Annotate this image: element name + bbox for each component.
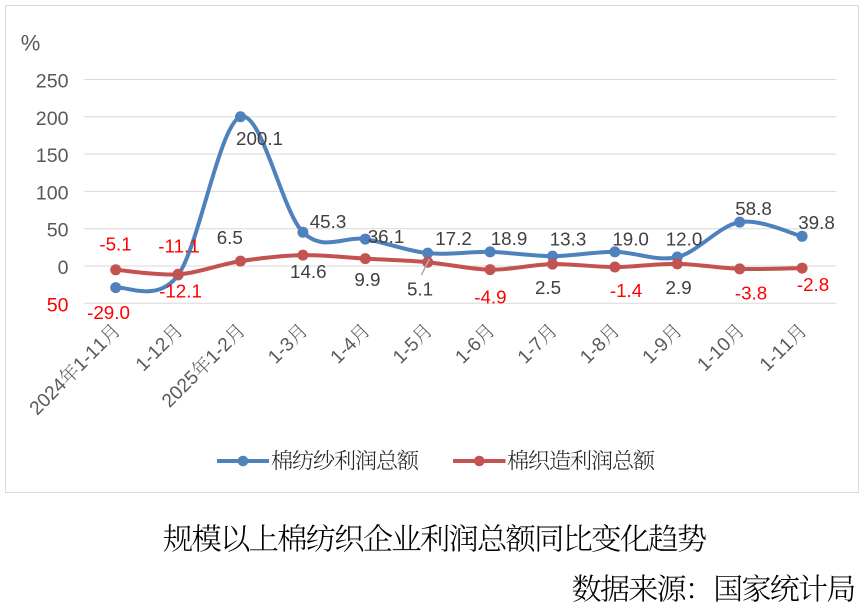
svg-text:36.1: 36.1 <box>368 226 405 247</box>
svg-text:-3.8: -3.8 <box>735 283 767 304</box>
svg-text:19.0: 19.0 <box>612 228 649 249</box>
svg-text:6.5: 6.5 <box>217 227 243 248</box>
svg-text:-5.1: -5.1 <box>99 233 131 254</box>
svg-text:14.6: 14.6 <box>290 261 327 282</box>
svg-text:2.9: 2.9 <box>666 277 692 298</box>
svg-text:-1.4: -1.4 <box>610 280 642 301</box>
svg-text:-4.9: -4.9 <box>474 287 506 308</box>
svg-text:0: 0 <box>58 257 69 279</box>
svg-text:-11.1: -11.1 <box>158 235 199 256</box>
svg-text:-12.1: -12.1 <box>159 280 202 301</box>
svg-text:12.0: 12.0 <box>666 228 703 249</box>
svg-text:18.9: 18.9 <box>491 228 528 249</box>
svg-text:200: 200 <box>36 108 69 130</box>
svg-text:-29.0: -29.0 <box>87 302 130 323</box>
svg-text:13.3: 13.3 <box>550 228 587 249</box>
svg-text:50: 50 <box>47 220 69 242</box>
svg-text:100: 100 <box>36 182 69 204</box>
svg-text:200.1: 200.1 <box>236 128 283 149</box>
svg-text:250: 250 <box>36 71 69 93</box>
svg-text:17.2: 17.2 <box>435 228 472 249</box>
svg-text:45.3: 45.3 <box>310 211 347 232</box>
svg-text:9.9: 9.9 <box>354 269 380 290</box>
svg-text:39.8: 39.8 <box>798 212 835 233</box>
svg-text:58.8: 58.8 <box>735 198 772 219</box>
svg-text:%: % <box>21 30 41 55</box>
svg-text:5.1: 5.1 <box>407 279 433 300</box>
svg-text:50: 50 <box>47 294 69 316</box>
svg-text:2.5: 2.5 <box>535 277 561 298</box>
svg-text:150: 150 <box>36 145 69 167</box>
svg-text:-2.8: -2.8 <box>797 274 829 295</box>
